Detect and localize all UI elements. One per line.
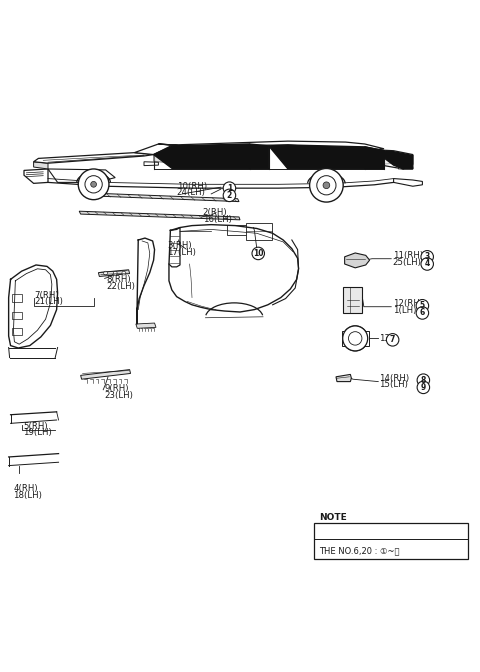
Circle shape <box>416 300 429 312</box>
Text: 2: 2 <box>227 191 232 200</box>
Circle shape <box>421 251 433 263</box>
FancyBboxPatch shape <box>314 523 468 559</box>
Circle shape <box>348 331 363 346</box>
Circle shape <box>421 258 433 270</box>
Text: 7: 7 <box>390 335 396 344</box>
Circle shape <box>416 306 429 319</box>
Text: 19(LH): 19(LH) <box>23 429 52 437</box>
Text: 8(RH): 8(RH) <box>107 275 131 284</box>
Text: 10: 10 <box>253 249 264 258</box>
Circle shape <box>104 271 108 275</box>
Text: 4: 4 <box>425 259 430 269</box>
Circle shape <box>417 374 430 386</box>
Polygon shape <box>154 144 250 163</box>
Polygon shape <box>269 145 384 169</box>
Polygon shape <box>154 144 250 169</box>
Text: NOTE: NOTE <box>319 513 347 522</box>
Text: 4(RH): 4(RH) <box>13 484 38 493</box>
Text: 11(RH): 11(RH) <box>393 251 423 260</box>
Text: 5: 5 <box>420 301 425 310</box>
Polygon shape <box>394 179 422 186</box>
Circle shape <box>223 182 236 194</box>
Text: 1(LH): 1(LH) <box>393 306 416 314</box>
Circle shape <box>417 381 430 394</box>
FancyBboxPatch shape <box>343 286 362 313</box>
Circle shape <box>348 332 362 345</box>
Circle shape <box>122 271 126 275</box>
Circle shape <box>343 326 368 351</box>
Polygon shape <box>374 150 413 169</box>
Circle shape <box>78 169 109 200</box>
Text: 21(LH): 21(LH) <box>35 298 63 306</box>
Polygon shape <box>136 323 156 329</box>
Text: 18(LH): 18(LH) <box>13 491 42 500</box>
Text: 17(LH): 17(LH) <box>167 248 196 257</box>
Polygon shape <box>34 162 48 169</box>
Text: THE NO.6,20 : ①~⑯: THE NO.6,20 : ①~⑯ <box>319 547 400 556</box>
Text: 2(RH): 2(RH) <box>203 208 227 217</box>
Text: 9(RH): 9(RH) <box>105 384 129 393</box>
Polygon shape <box>158 141 384 150</box>
Polygon shape <box>134 144 173 155</box>
Polygon shape <box>250 144 269 169</box>
Text: 3(RH): 3(RH) <box>167 241 192 250</box>
Text: 22(LH): 22(LH) <box>107 282 135 290</box>
Text: 12(RH): 12(RH) <box>393 299 423 308</box>
Circle shape <box>85 175 102 193</box>
Polygon shape <box>89 193 239 202</box>
Bar <box>12 294 22 302</box>
Circle shape <box>317 175 336 195</box>
Text: 7(RH): 7(RH) <box>35 291 59 300</box>
Bar <box>12 328 22 335</box>
Circle shape <box>113 271 117 275</box>
Text: 13: 13 <box>379 334 390 343</box>
Polygon shape <box>365 147 384 169</box>
Text: 10(RH): 10(RH) <box>177 181 207 191</box>
Polygon shape <box>48 169 115 182</box>
Circle shape <box>310 169 343 202</box>
Text: 9: 9 <box>421 383 426 392</box>
Text: 24(LH): 24(LH) <box>177 188 205 198</box>
Circle shape <box>252 247 264 259</box>
Circle shape <box>343 326 368 351</box>
Circle shape <box>91 181 96 187</box>
FancyBboxPatch shape <box>227 224 258 235</box>
Polygon shape <box>398 164 413 169</box>
Circle shape <box>386 333 399 346</box>
Polygon shape <box>81 370 131 379</box>
Polygon shape <box>98 269 130 276</box>
FancyBboxPatch shape <box>342 331 369 345</box>
Polygon shape <box>34 153 154 163</box>
Polygon shape <box>24 169 48 183</box>
FancyBboxPatch shape <box>246 223 272 240</box>
Text: 5(RH): 5(RH) <box>23 422 48 431</box>
Circle shape <box>323 182 330 189</box>
Text: 6: 6 <box>420 308 425 317</box>
Bar <box>12 312 22 319</box>
Polygon shape <box>365 147 394 164</box>
Polygon shape <box>336 374 351 382</box>
Text: 14(RH): 14(RH) <box>379 374 409 383</box>
Text: 8: 8 <box>420 376 426 384</box>
Polygon shape <box>374 151 413 169</box>
Polygon shape <box>345 253 370 268</box>
Circle shape <box>223 189 236 202</box>
Text: 16(LH): 16(LH) <box>203 215 231 224</box>
Text: 25(LH): 25(LH) <box>393 257 421 267</box>
Text: 1: 1 <box>227 183 232 193</box>
Polygon shape <box>79 211 240 220</box>
Polygon shape <box>144 162 158 165</box>
Text: 23(LH): 23(LH) <box>105 391 133 400</box>
Text: 15(LH): 15(LH) <box>379 380 408 390</box>
Text: 3: 3 <box>425 252 430 261</box>
